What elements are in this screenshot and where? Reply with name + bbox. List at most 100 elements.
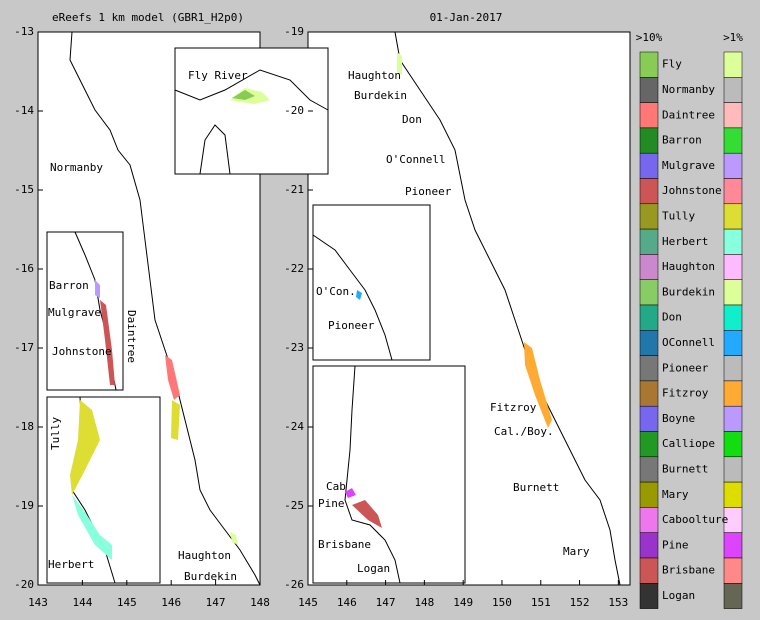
legend-swatch [639,330,659,356]
y-tick-label: -24 [284,420,304,433]
x-tick-label: 149 [453,596,473,609]
x-tick-label: 150 [492,596,512,609]
legend-swatch [639,481,659,508]
legend-swatch [723,127,743,154]
legend-swatch [639,405,659,432]
legend-label: Pine [662,538,689,551]
coastline [394,31,621,586]
legend-swatch [639,254,659,280]
legend-swatch [639,532,659,559]
inset-label: Pine [318,497,345,510]
inset-frame [312,204,431,361]
legend-label: Fly [662,58,682,71]
legend-swatch [723,557,743,584]
plume [345,488,356,498]
inset-label: Fly River [188,69,248,82]
y-tick-label: -13 [14,25,34,38]
legend-swatch [639,228,659,255]
legend-swatch [639,583,659,609]
y-tick-label: -25 [284,499,304,512]
legend-label: Mary [662,488,689,501]
inset-label: Pioneer [328,319,375,332]
map-title: 01-Jan-2017 [430,11,503,24]
legend-label: Burnett [662,462,708,475]
legend-label: Brisbane [662,564,715,577]
legend-swatch [639,178,659,205]
legend-swatch [639,304,659,331]
legend-label: Boyne [662,412,695,425]
legend-swatch [723,279,743,306]
legend-swatch [723,51,743,78]
legend-swatch [639,431,659,458]
legend-header: >1% [723,31,743,44]
map-label: Daintree [125,310,138,363]
legend-label: Don [662,311,682,324]
x-tick-label: 152 [570,596,590,609]
legend-swatch [639,77,659,103]
y-tick-label: -22 [284,262,304,275]
x-tick-label: 144 [72,596,92,609]
legend-label: Burdekin [662,285,715,298]
map-label: Don [402,113,422,126]
legend-label: Fitzroy [662,387,709,400]
legend-swatch [639,279,659,306]
legend-swatch [723,456,743,483]
legend-label: Haughton [662,260,715,273]
legend-label: Barron [662,134,702,147]
inset-label: Tully [49,417,62,450]
legend-label: OConnell [662,336,715,349]
legend-swatch [639,127,659,154]
inset-label: O'Con. [316,285,356,298]
plume [171,400,180,440]
legend-swatch [639,152,659,179]
map-label: Haughton [178,549,231,562]
map-label: Haughton [348,69,401,82]
legend-label: Calliope [662,437,715,450]
plume [72,495,112,560]
x-tick-label: 148 [250,596,270,609]
map-label: Burnett [513,481,559,494]
legend-swatch [639,203,659,230]
y-tick-label: -20 [284,104,304,117]
x-tick-label: 146 [161,596,181,609]
map-label: Pioneer [405,185,452,198]
legend-swatch [723,228,743,255]
map-title: eReefs 1 km model (GBR1_H2p0) [52,11,244,24]
x-tick-label: 147 [376,596,396,609]
inset-frame [174,47,329,175]
legend-swatch [723,481,743,508]
y-tick-label: -19 [14,499,34,512]
plume [352,500,382,528]
legend-swatch [723,380,743,407]
map-label: Normanby [50,161,103,174]
legend-label: Pioneer [662,361,709,374]
map-label: Burdekin [354,89,407,102]
legend-swatch [723,178,743,205]
map-label: Fitzroy [490,401,537,414]
inset-frame [46,396,161,584]
x-tick-label: 143 [28,596,48,609]
plume [397,52,402,75]
y-tick-label: -18 [14,420,34,433]
x-tick-label: 148 [414,596,434,609]
coastline [312,234,393,361]
legend-swatch [723,77,743,103]
legend-swatch [723,203,743,230]
x-tick-label: 153 [608,596,628,609]
legend-label: Johnstone [662,184,722,197]
inset-label: Barron [49,279,89,292]
legend-swatch [639,355,659,382]
inset-label: Johnstone [52,345,112,358]
plume [100,300,115,385]
legend-swatch [723,431,743,458]
y-tick-label: -15 [14,183,34,196]
plume [70,400,100,495]
legend-swatch [723,583,743,609]
y-tick-label: -23 [284,341,304,354]
map-label: Mary [563,545,590,558]
x-tick-label: 146 [337,596,357,609]
legend-swatch [639,380,659,407]
legend-swatch [723,254,743,280]
legend-label: Caboolture [662,513,728,526]
inset-label: Cab [326,480,346,493]
